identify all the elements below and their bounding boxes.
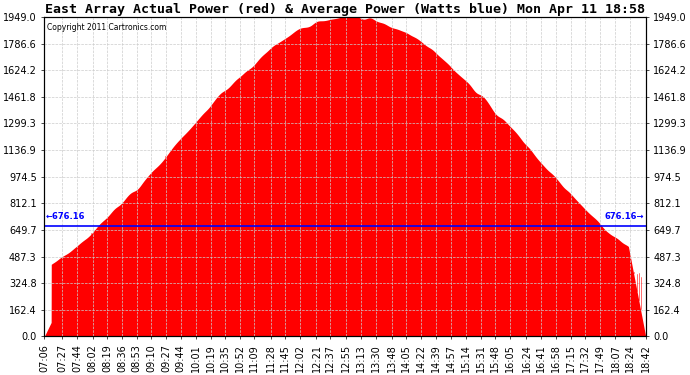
Text: ←676.16: ←676.16 (46, 212, 86, 221)
Text: Copyright 2011 Cartronics.com: Copyright 2011 Cartronics.com (48, 23, 167, 32)
Text: 676.16→: 676.16→ (604, 212, 644, 221)
Title: East Array Actual Power (red) & Average Power (Watts blue) Mon Apr 11 18:58: East Array Actual Power (red) & Average … (45, 3, 645, 16)
